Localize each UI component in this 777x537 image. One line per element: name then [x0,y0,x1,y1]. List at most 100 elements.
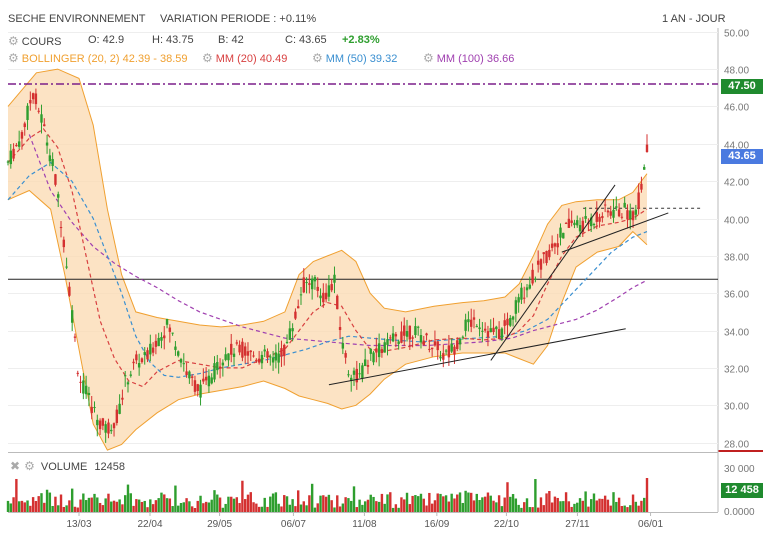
x-axis: 13/03 22/04 29/05 06/07 11/08 16/09 22/10 27/11… [66,512,663,530]
candle-body [185,371,188,375]
candle-body [589,217,593,227]
volume-bar [366,499,370,512]
mm100-label: MM (100) [436,53,484,65]
candle-body [377,343,381,358]
volume-bar [193,507,197,512]
candle-body [548,249,551,258]
candle-body [637,192,640,209]
volume-bar [327,494,331,512]
candle-body [525,287,529,291]
volume-bar [174,485,177,512]
volume-bar [489,495,492,512]
candle-body [48,155,52,162]
candle-body [534,278,537,280]
candle-body [17,141,21,147]
candle-body [171,332,174,334]
volume-bar [578,498,582,512]
volume-bar [302,501,305,512]
volume-bar [249,492,252,512]
volume-bar [523,502,526,512]
volume-bar [154,500,158,512]
volume-bar [589,499,593,512]
candle-body [210,377,213,384]
candle-body [280,348,283,357]
candle-body [509,317,512,326]
candle-body [439,356,442,359]
volume-bar [391,507,395,512]
candle-body [461,336,465,338]
x-tick-label: 11/08 [352,519,377,530]
candle-body [640,183,643,190]
candle-body [31,93,35,100]
candle-body [606,210,610,213]
candle-body [23,123,26,128]
candle-body [506,318,509,326]
candle-body [12,148,15,159]
candle-body [297,306,300,309]
gear-icon[interactable]: ⚙ [8,34,19,48]
volume-bar [207,502,211,512]
volume-bar [54,496,57,512]
x-tick-label: 16/09 [424,519,449,530]
cours-label: COURS [21,36,62,48]
candle-body [288,328,292,340]
volume-bar [299,504,303,512]
candle-body [511,316,515,320]
candle-body [324,292,328,300]
instrument-name: SECHE ENVIRONNEMENT [8,13,146,25]
candle-body [603,204,607,206]
candle-body [302,277,305,293]
volume-bar [592,493,596,512]
volume-bar [483,496,487,512]
volume-bar [43,502,46,512]
volume-bar [422,498,425,512]
candle-body [578,225,582,232]
gear-icon[interactable]: ⚙ [24,459,35,473]
y-tick-label: 28.00 [724,440,749,451]
candle-body [140,358,144,363]
volume-bar [634,501,638,512]
candle-body [467,319,470,323]
mm20-legend: ⚙ MM (20) 40.49 [202,51,287,65]
volume-bar [330,500,333,512]
gear-icon[interactable]: ⚙ [312,51,323,65]
volume-bar [542,505,545,512]
candle-body [562,232,565,239]
gear-icon[interactable]: ⚙ [202,51,213,65]
candle-body [631,211,635,221]
candle-body [405,331,409,337]
mm100-line [28,134,648,347]
candle-body [419,335,423,343]
candle-body [436,341,439,351]
candle-body [430,347,434,350]
candle-body [308,283,311,285]
candle-body [400,331,403,343]
volume-value: 12458 [94,461,126,473]
gear-icon[interactable]: ⚙ [8,51,19,65]
candle-body [372,352,375,363]
candle-body [277,353,280,363]
close-icon[interactable]: ✖ [10,459,21,473]
bollinger-band [7,68,648,451]
volume-bar [288,504,292,512]
candle-body [291,328,294,332]
candle-body [472,317,476,320]
volume-bar [495,502,498,512]
volume-bar [637,505,640,512]
volume-bar [280,506,283,512]
candle-body [411,337,414,339]
low-value: B: 42 [218,34,244,46]
candle-body [51,158,54,166]
volume-bar [160,492,163,512]
volume-bar [15,478,18,512]
volume-bar [363,501,367,512]
volume-label: VOLUME [40,461,88,473]
volume-bar [305,505,308,512]
candle-body [15,144,18,147]
candle-body [202,378,205,382]
volume-bar [96,497,99,512]
gear-icon[interactable]: ⚙ [423,51,434,65]
candle-body [338,327,342,331]
period-selector[interactable]: 1 AN - JOUR [662,13,726,25]
candle-body [347,374,350,376]
